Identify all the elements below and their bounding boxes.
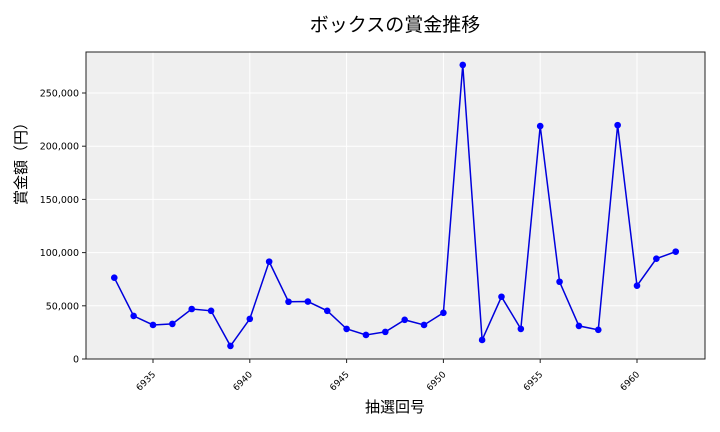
data-point xyxy=(207,307,215,315)
data-point xyxy=(188,305,196,313)
y-tick-label: 250,000 xyxy=(40,89,79,100)
data-point xyxy=(614,121,621,129)
data-point xyxy=(536,122,544,130)
x-tick-label: 6935 xyxy=(135,370,158,393)
y-tick-label: 150,000 xyxy=(40,195,79,206)
data-point xyxy=(285,298,292,306)
x-tick-label: 6945 xyxy=(328,370,351,393)
x-tick-label: 6960 xyxy=(619,370,642,393)
data-point xyxy=(323,307,331,315)
data-point xyxy=(382,328,389,336)
data-point xyxy=(575,322,583,330)
data-point xyxy=(594,326,602,334)
data-point xyxy=(227,342,234,350)
data-point xyxy=(343,325,350,333)
data-point xyxy=(498,293,505,301)
data-point xyxy=(304,298,312,305)
data-point xyxy=(130,312,137,320)
data-point xyxy=(672,248,680,255)
data-point xyxy=(517,325,525,333)
data-point xyxy=(440,309,447,317)
data-point xyxy=(633,282,641,289)
x-tick-label: 6950 xyxy=(425,370,448,393)
y-tick-label: 50,000 xyxy=(46,301,79,312)
x-axis-label: 抽選回号 xyxy=(364,398,425,416)
plot-frame xyxy=(85,51,706,360)
data-point xyxy=(246,315,254,323)
data-point xyxy=(169,320,176,328)
x-tick-label: 6940 xyxy=(232,370,255,393)
y-tick-label: 200,000 xyxy=(40,142,79,153)
data-point xyxy=(459,61,467,69)
data-point xyxy=(653,255,660,262)
data-markers xyxy=(110,61,680,350)
y-tick-label: 0 xyxy=(73,355,79,366)
data-point xyxy=(265,258,273,265)
data-point xyxy=(556,278,563,286)
y-tick-label: 100,000 xyxy=(40,248,79,259)
data-point xyxy=(149,321,157,329)
plot-area xyxy=(86,52,705,359)
data-point xyxy=(362,331,370,339)
x-tick-label: 6955 xyxy=(522,370,545,393)
data-point xyxy=(401,316,408,324)
data-point xyxy=(420,321,428,329)
data-point xyxy=(110,274,118,282)
chart-title: ボックスの賞金推移 xyxy=(309,14,481,36)
data-point xyxy=(478,336,486,344)
